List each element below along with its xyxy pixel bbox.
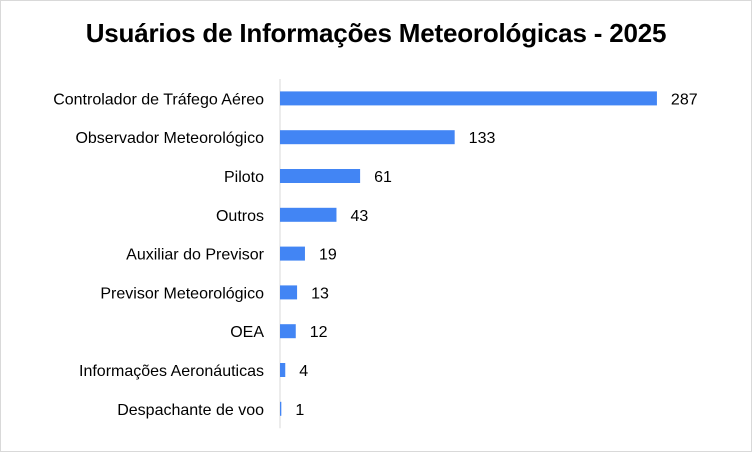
data-label: 287 xyxy=(671,91,698,108)
category-label: Despachante de voo xyxy=(117,402,264,419)
bar xyxy=(280,246,305,261)
bar xyxy=(280,285,298,300)
data-label: 61 xyxy=(374,169,392,186)
bar xyxy=(280,91,657,106)
category-label: Previsor Meteorológico xyxy=(100,285,264,302)
bar xyxy=(280,324,296,339)
data-label: 133 xyxy=(469,130,496,147)
data-label: 43 xyxy=(350,208,368,225)
category-label: Controlador de Tráfego Aéreo xyxy=(53,91,264,108)
category-label: Piloto xyxy=(224,169,264,186)
bar xyxy=(280,207,337,222)
bar xyxy=(280,401,282,416)
bar xyxy=(280,363,286,377)
data-label: 13 xyxy=(311,285,329,302)
data-label: 1 xyxy=(295,402,304,419)
bar xyxy=(280,169,361,183)
data-label: 4 xyxy=(299,363,308,380)
bar xyxy=(280,130,455,145)
data-label: 12 xyxy=(310,324,328,341)
category-label: Auxiliar do Previsor xyxy=(126,247,265,264)
category-label: Outros xyxy=(216,208,264,225)
data-label: 19 xyxy=(319,247,337,264)
category-label: Informações Aeronáuticas xyxy=(79,363,264,380)
category-label: OEA xyxy=(230,324,264,341)
category-label: Observador Meteorológico xyxy=(75,130,264,147)
chart-title: Usuários de Informações Meteorológicas -… xyxy=(85,18,667,48)
